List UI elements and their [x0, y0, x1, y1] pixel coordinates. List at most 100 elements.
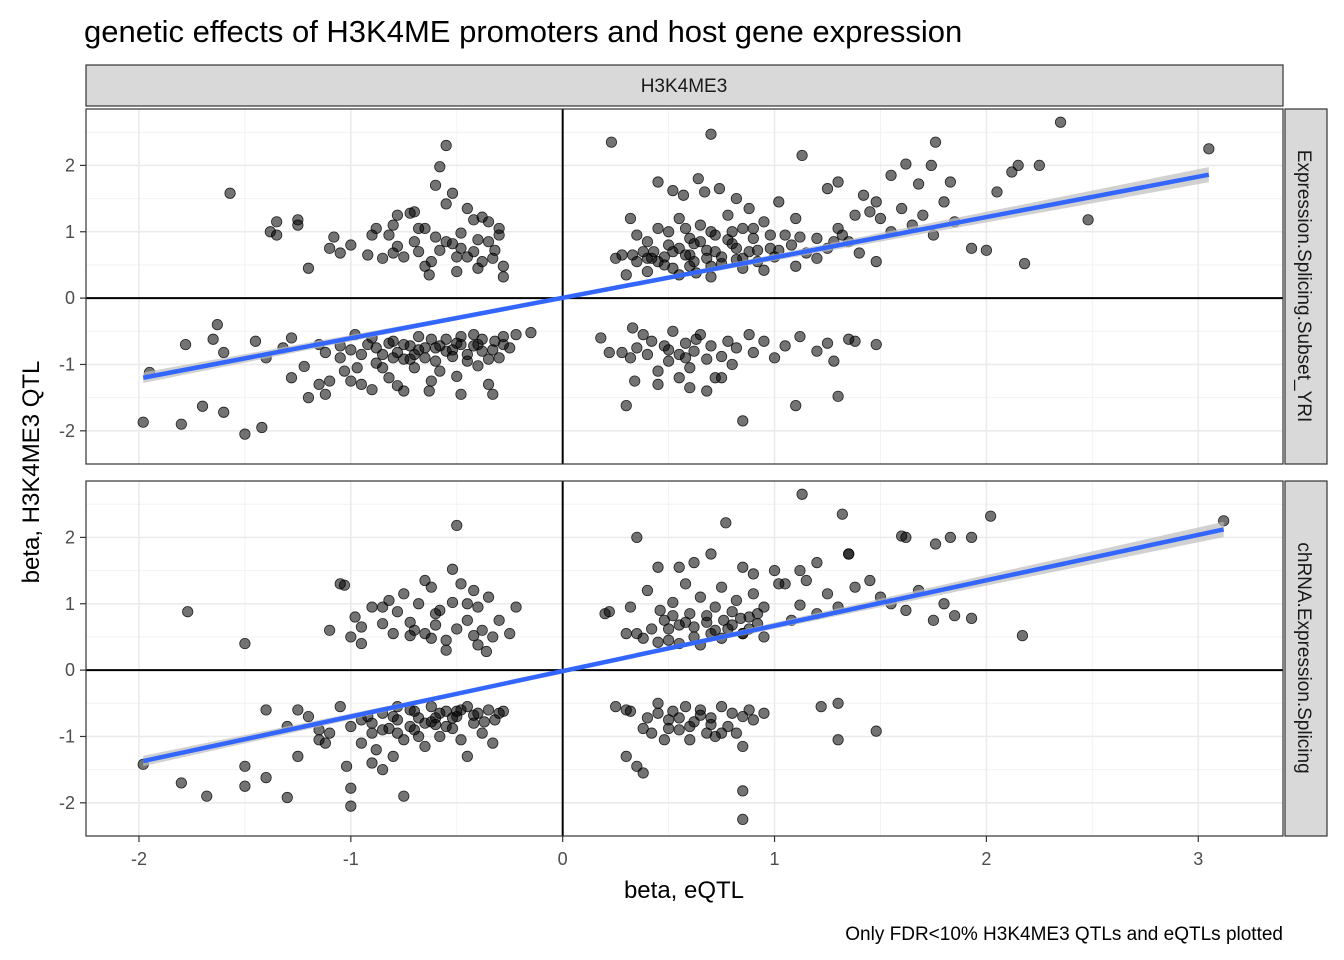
scatter-point: [737, 222, 749, 235]
scatter-point: [747, 714, 759, 726]
scatter-point: [641, 348, 654, 361]
x-tick-label: -1: [343, 849, 359, 869]
scatter-point: [944, 176, 956, 188]
scatter-point: [730, 242, 743, 254]
scatter-point: [864, 206, 876, 218]
scatter-point: [679, 337, 692, 349]
scatter-point: [641, 712, 654, 724]
scatter-point: [737, 813, 749, 826]
scatter-point: [429, 608, 442, 620]
scatter-point: [684, 382, 696, 394]
scatter-point: [292, 704, 304, 716]
scatter-point: [476, 727, 488, 739]
scatter-point: [334, 352, 346, 364]
scatter-point: [730, 342, 743, 354]
scatter-point: [468, 340, 480, 352]
scatter-point: [175, 777, 187, 789]
scatter-point: [790, 400, 802, 412]
y-tick-label: -1: [59, 726, 75, 746]
scatter-point: [377, 601, 389, 613]
scatter-point: [446, 344, 459, 356]
scatter-point: [487, 344, 499, 356]
scatter-point: [340, 760, 353, 772]
scatter-point: [929, 538, 942, 550]
scatter-point: [487, 252, 499, 264]
scatter-point: [487, 737, 499, 749]
scatter-point: [821, 183, 834, 195]
scatter-point: [694, 219, 706, 231]
scatter-point: [504, 628, 516, 640]
scatter-point: [271, 229, 283, 241]
scatter-point: [870, 196, 882, 208]
scatter-point: [663, 355, 675, 367]
scatter-point: [715, 727, 728, 739]
scatter-point: [747, 232, 759, 244]
scatter-point: [391, 346, 404, 359]
scatter-point: [319, 737, 331, 749]
y-tick-label: -2: [59, 421, 75, 441]
scatter-point: [455, 388, 467, 400]
scatter-point: [620, 400, 632, 412]
scatter-point: [701, 610, 713, 622]
y-tick-label: 0: [65, 660, 75, 680]
scatter-point: [684, 720, 696, 733]
scatter-point: [794, 599, 806, 611]
scatter-point: [624, 212, 637, 225]
scatter-point: [722, 209, 734, 221]
scatter-point: [849, 335, 861, 347]
scatter-point: [497, 705, 509, 717]
scatter-point: [1012, 159, 1024, 172]
scatter-point: [338, 365, 351, 377]
scatter-point: [836, 229, 848, 241]
scatter-point: [737, 415, 749, 427]
scatter-point: [917, 209, 929, 221]
scatter-point: [249, 335, 262, 347]
scatter-point: [913, 178, 925, 190]
scatter-point: [377, 724, 389, 736]
scatter-point: [699, 186, 711, 198]
scatter-point: [319, 388, 331, 400]
scatter-point: [667, 246, 679, 258]
scatter-point: [419, 260, 431, 272]
scatter-point: [182, 606, 194, 618]
scatter-point: [482, 591, 495, 603]
scatter-point: [175, 418, 187, 430]
scatter-point: [688, 621, 700, 633]
scatter-point: [637, 767, 649, 779]
scatter-point: [451, 370, 463, 383]
scatter-point: [362, 249, 374, 261]
y-tick-label: 1: [65, 594, 75, 614]
scatter-point: [497, 260, 509, 272]
scatter-point: [1018, 258, 1031, 270]
scatter-point: [413, 344, 425, 356]
scatter-point: [751, 244, 764, 256]
scatter-point: [493, 614, 505, 626]
scatter-point: [476, 333, 488, 345]
scatter-point: [730, 192, 743, 205]
scatter-point: [472, 639, 484, 651]
scatter-point: [832, 734, 844, 746]
scatter-point: [811, 557, 823, 569]
scatter-point: [472, 234, 484, 246]
scatter-point: [440, 139, 452, 152]
scatter-point: [419, 574, 431, 587]
scatter-point: [673, 212, 685, 225]
scatter-point: [679, 701, 692, 713]
scatter-point: [455, 578, 467, 590]
scatter-point: [391, 727, 404, 739]
scatter-point: [1033, 159, 1045, 172]
scatter-point: [497, 338, 509, 351]
scatter-point: [751, 608, 764, 620]
scatter-point: [413, 598, 425, 610]
scatter-point: [487, 388, 499, 400]
scatter-point: [705, 718, 717, 731]
scatter-point: [408, 236, 420, 248]
scatter-point: [726, 707, 738, 719]
scatter-point: [1016, 630, 1029, 642]
scatter-point: [616, 249, 628, 261]
scatter-point: [637, 329, 649, 341]
x-tick-label: 2: [981, 849, 991, 869]
scatter-point: [476, 624, 488, 636]
column-strip-label: H3K4ME3: [641, 76, 728, 97]
scatter-point: [413, 330, 425, 343]
